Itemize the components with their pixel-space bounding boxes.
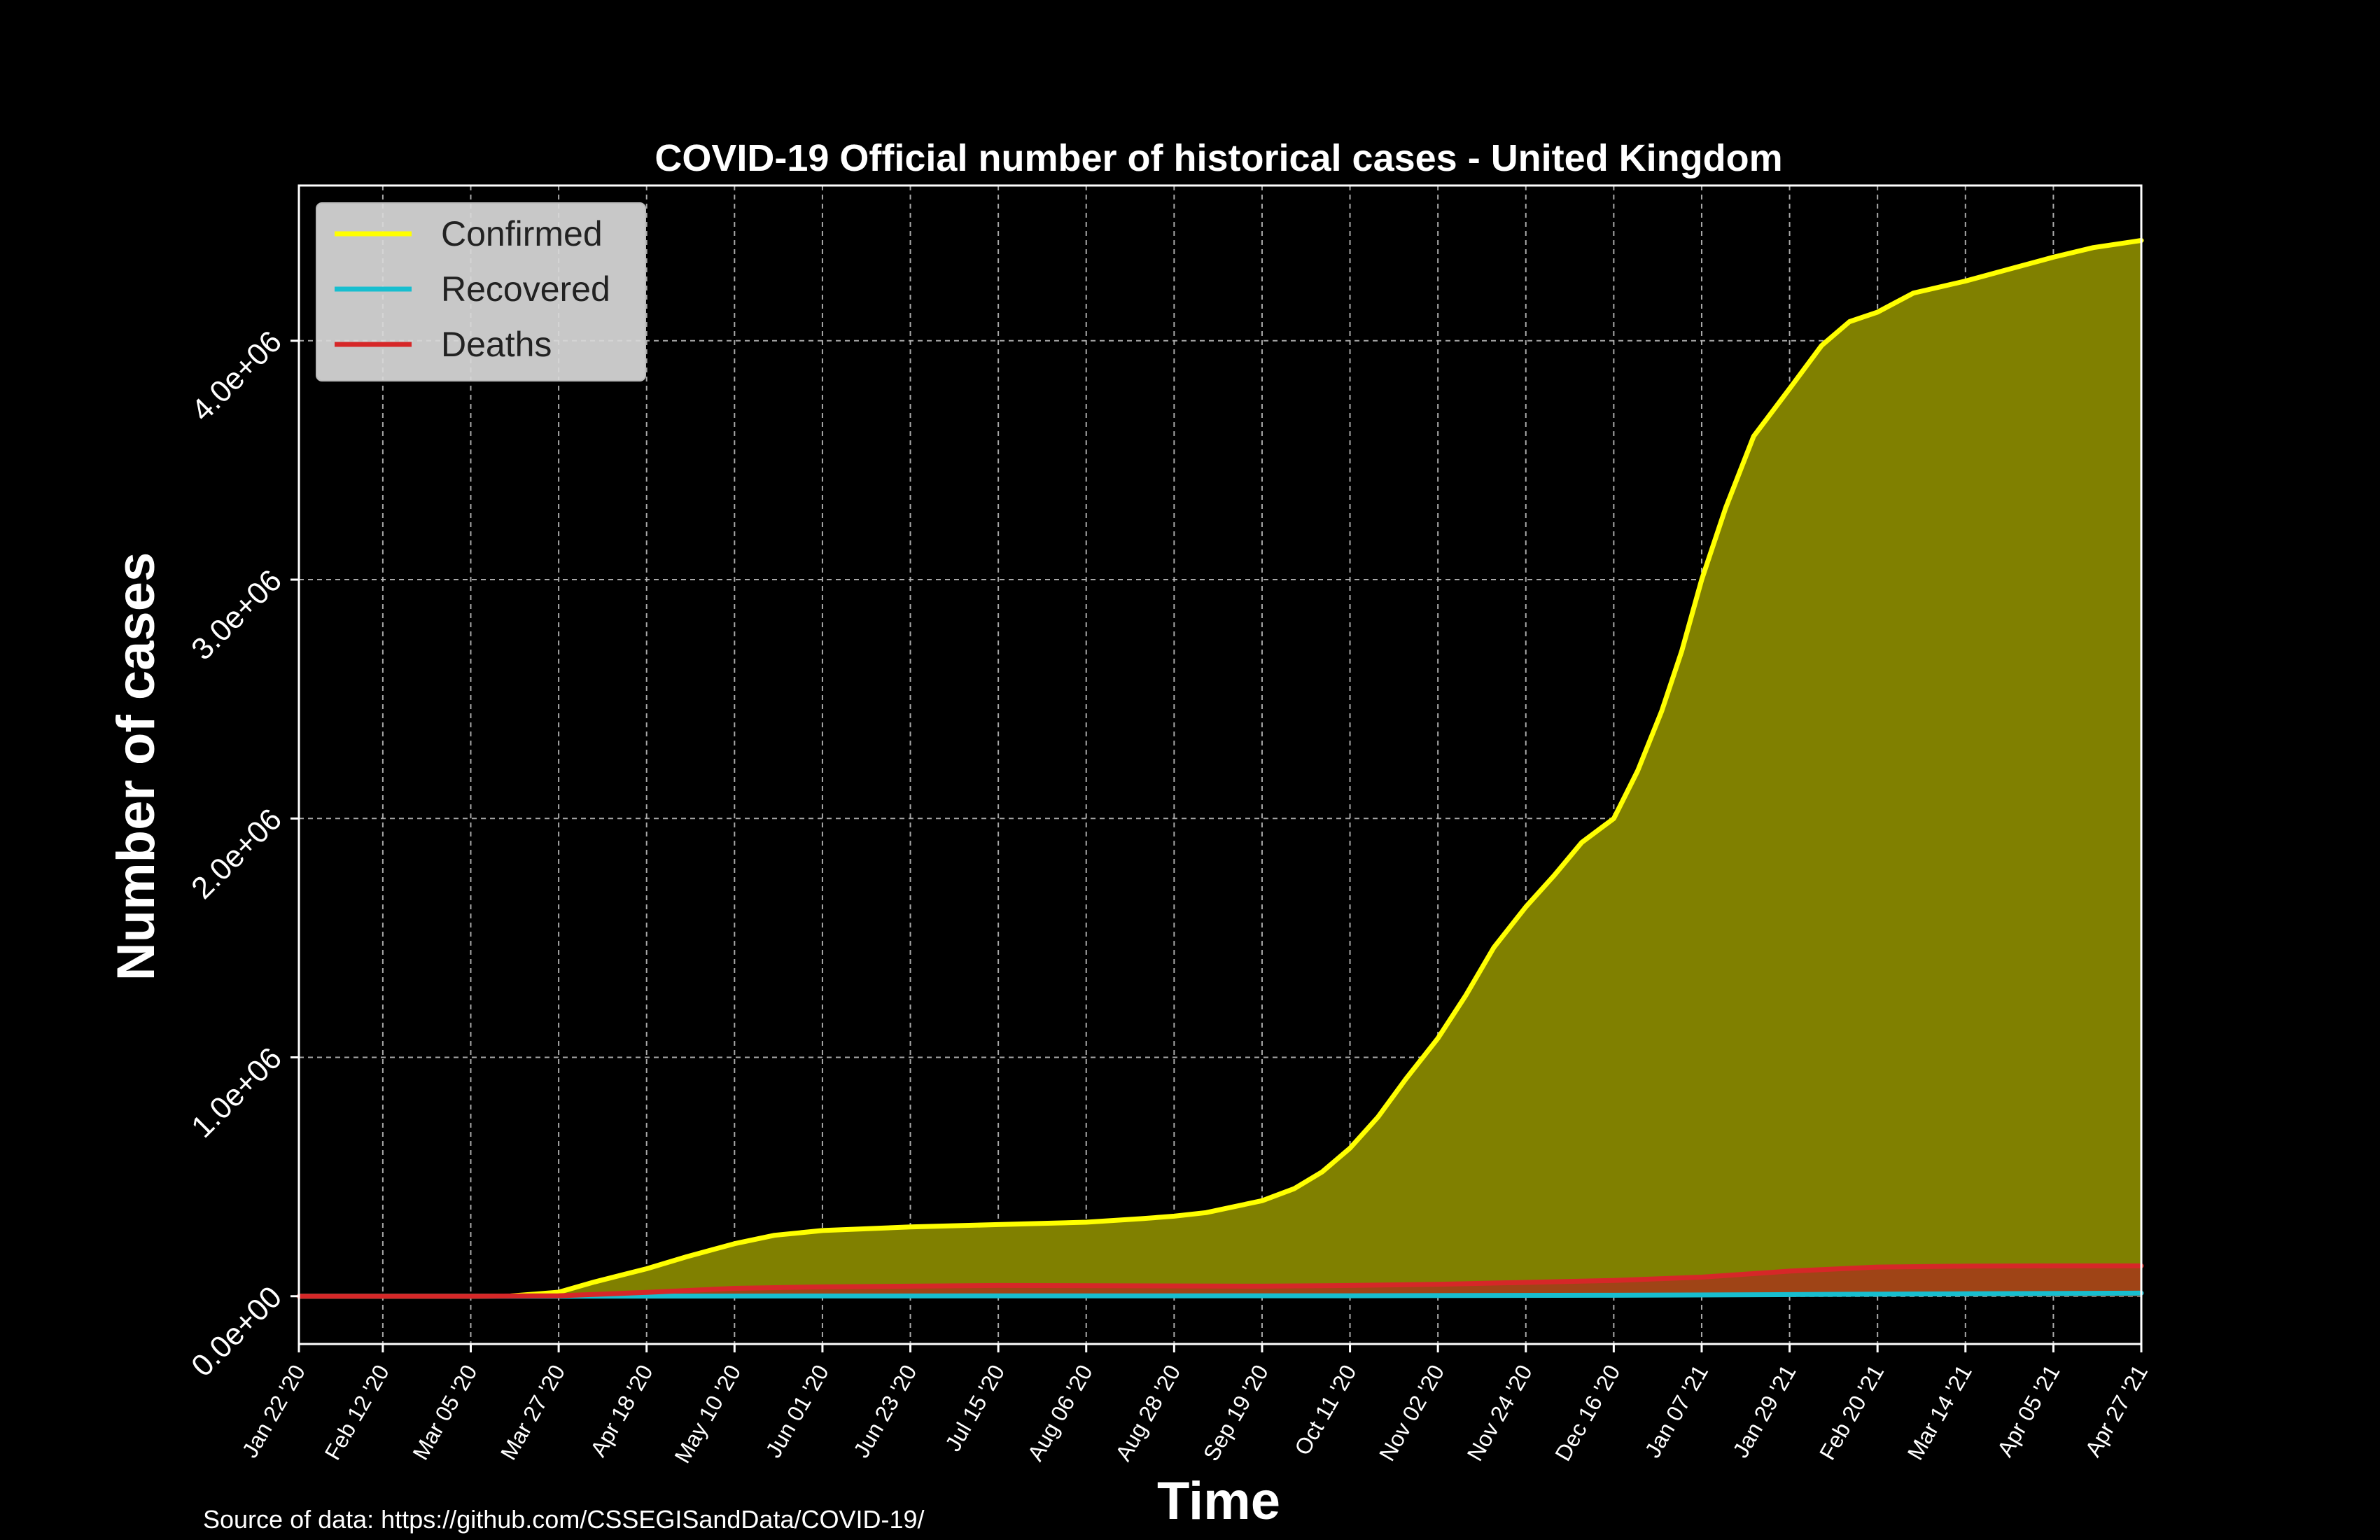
line-deaths [296,1263,2144,1299]
x-axis-label: Time [1157,1471,1280,1531]
legend-label-recovered: Recovered [441,270,610,309]
series-lines [296,238,2144,1299]
legend-label-confirmed: Confirmed [441,214,603,253]
legend-box [316,202,646,382]
chart-title: COVID-19 Official number of historical c… [654,137,1782,179]
line-confirmed [296,238,2144,1299]
source-note: Source of data: https://github.com/CSSEG… [203,1505,925,1534]
legend-label-deaths: Deaths [441,325,552,364]
legend: Confirmed Recovered Deaths [316,202,646,382]
plot-frame [298,184,2143,1345]
area-confirmed [299,240,2141,1296]
y-axis-label: Number of cases [106,552,166,981]
